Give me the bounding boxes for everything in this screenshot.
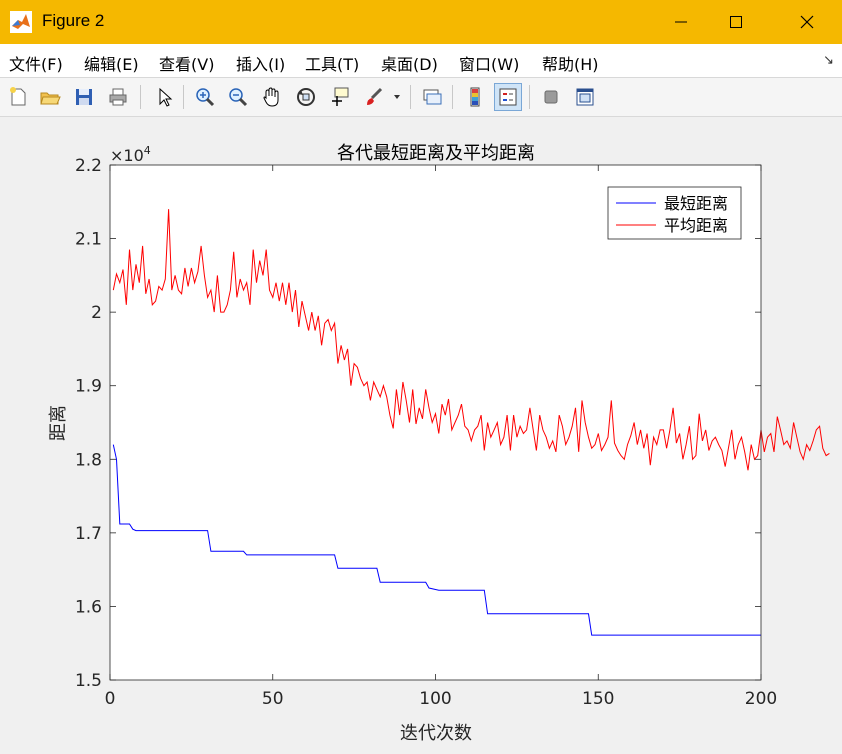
y-axis-label: 距离	[48, 405, 69, 441]
minimize-button[interactable]	[658, 0, 704, 44]
toolbar-separator	[140, 85, 141, 109]
toolbar-separator	[410, 85, 411, 109]
y-tick-label: 1.7	[75, 524, 102, 544]
insert-legend-icon	[499, 88, 517, 106]
save-button[interactable]	[70, 83, 98, 111]
series-line-average	[112, 209, 830, 471]
legend[interactable]: 最短距离 平均距离	[607, 186, 742, 240]
legend-label-shortest: 最短距离	[664, 194, 728, 213]
dock-arrow-icon[interactable]: ↘	[823, 53, 834, 68]
close-button[interactable]	[784, 0, 830, 44]
zoom-out-button[interactable]	[224, 83, 252, 111]
y-tick-label: 1.8	[75, 450, 102, 470]
x-tick-label: 100	[419, 689, 451, 709]
hide-plot-tools-button[interactable]	[537, 83, 565, 111]
y-exponent-label: ×104	[110, 144, 151, 165]
menu-bar: 文件(F) 编辑(E) 查看(V) 插入(I) 工具(T) 桌面(D) 窗口(W…	[0, 44, 842, 78]
open-file-button[interactable]	[36, 83, 64, 111]
y-tick-label: 2.1	[75, 230, 102, 250]
zoom-out-icon	[229, 88, 248, 107]
link-plot-icon	[423, 89, 442, 105]
data-cursor-button[interactable]	[326, 83, 354, 111]
menu-file[interactable]: 文件(F)	[9, 55, 63, 74]
chart-title: 各代最短距离及平均距离	[337, 143, 535, 164]
save-icon	[76, 89, 92, 105]
figure-toolbar	[0, 78, 842, 117]
x-tick-label: 150	[582, 689, 614, 709]
insert-colorbar-button[interactable]	[461, 83, 489, 111]
print-icon	[109, 88, 127, 106]
brush-icon	[367, 87, 383, 105]
select-arrow-icon	[159, 87, 173, 107]
menu-view[interactable]: 查看(V)	[159, 55, 215, 74]
rotate-3d-button[interactable]	[292, 83, 320, 111]
y-tick-label: 1.9	[75, 377, 102, 397]
brush-button[interactable]	[360, 83, 388, 111]
window-title: Figure 2	[42, 11, 105, 30]
menu-desktop[interactable]: 桌面(D)	[381, 55, 438, 74]
exponent-base: ×10	[110, 146, 144, 165]
print-button[interactable]	[104, 83, 132, 111]
exponent-power: 4	[144, 144, 151, 157]
insert-colorbar-icon	[470, 87, 480, 107]
figure-canvas: 0 50 100 150 200 1.5 1.6 1.7 1.8 1.9 2 2.1 2.2 各代最短距…	[0, 117, 842, 750]
data-cursor-icon	[332, 87, 349, 106]
show-plot-tools-button[interactable]	[571, 83, 599, 111]
maximize-icon	[730, 16, 742, 28]
close-icon	[800, 15, 814, 29]
new-figure-icon	[10, 87, 26, 106]
x-axis-label: 迭代次数	[400, 723, 472, 744]
link-plot-button[interactable]	[418, 83, 446, 111]
title-bar: Figure 2	[0, 0, 842, 44]
maximize-button[interactable]	[713, 0, 759, 44]
pan-hand-icon	[263, 87, 279, 107]
menu-insert[interactable]: 插入(I)	[236, 55, 286, 74]
y-tick-label: 1.5	[75, 671, 102, 691]
menu-edit[interactable]: 编辑(E)	[84, 55, 139, 74]
select-arrow-button[interactable]	[150, 83, 178, 111]
y-tick-label: 2.2	[75, 156, 102, 176]
y-tick-label: 2	[91, 303, 102, 323]
series-line-shortest	[112, 444, 761, 636]
legend-label-average: 平均距离	[664, 216, 728, 235]
line-chart[interactable]: 0 50 100 150 200 1.5 1.6 1.7 1.8 1.9 2 2.1 2.2 各代最短距…	[0, 117, 842, 750]
brush-dropdown-button[interactable]	[390, 83, 404, 111]
x-tick-label: 0	[105, 689, 116, 709]
x-tick-label: 50	[262, 689, 284, 709]
x-tick-label: 200	[745, 689, 777, 709]
toolbar-separator	[183, 85, 184, 109]
menu-tools[interactable]: 工具(T)	[305, 55, 360, 74]
hide-plot-tools-icon	[544, 90, 558, 104]
menu-help[interactable]: 帮助(H)	[542, 55, 599, 74]
open-file-icon	[40, 92, 61, 105]
axes-background	[110, 165, 761, 680]
toolbar-separator	[452, 85, 453, 109]
new-figure-button[interactable]	[4, 83, 32, 111]
pan-button[interactable]	[258, 83, 286, 111]
rotate-3d-icon	[297, 88, 315, 106]
insert-legend-button[interactable]	[494, 83, 522, 111]
zoom-in-icon	[196, 88, 215, 107]
menu-window[interactable]: 窗口(W)	[459, 55, 520, 74]
minimize-icon	[675, 21, 687, 23]
axes-box	[109, 164, 762, 681]
show-plot-tools-icon	[576, 88, 594, 106]
matlab-logo-icon	[10, 11, 32, 33]
brush-dropdown-icon	[394, 95, 400, 99]
legend-box	[607, 186, 742, 240]
zoom-in-button[interactable]	[191, 83, 219, 111]
y-tick-label: 1.6	[75, 597, 102, 617]
toolbar-separator	[529, 85, 530, 109]
